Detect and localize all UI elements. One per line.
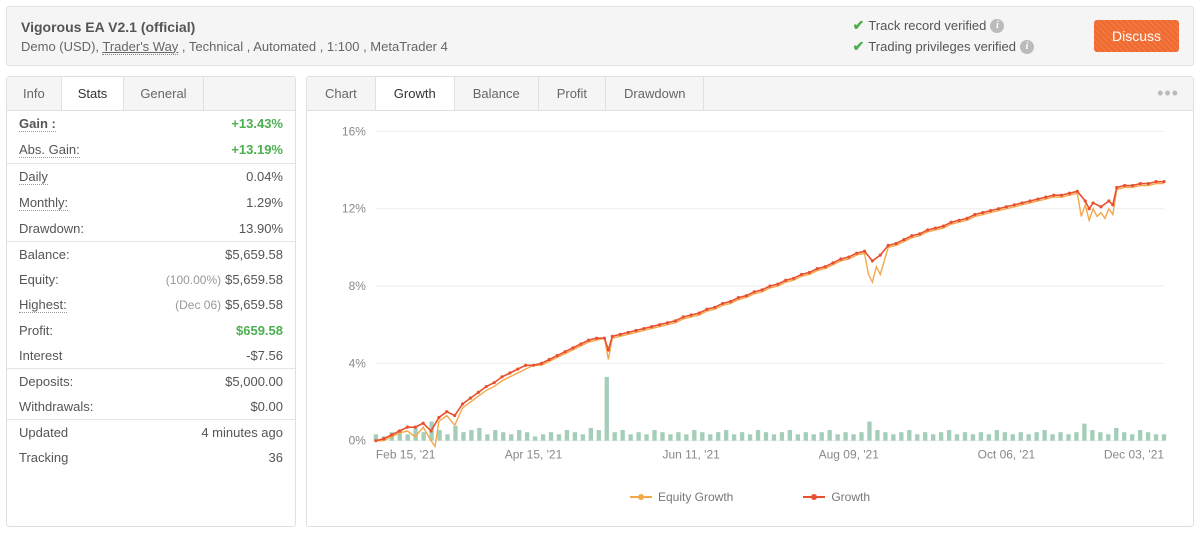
drawdown-value: 13.90%: [239, 221, 283, 236]
svg-text:Apr 15, '21: Apr 15, '21: [505, 448, 563, 462]
info-icon[interactable]: i: [990, 19, 1004, 33]
equity-meta: (100.00%): [166, 273, 221, 287]
tracking-value: 36: [269, 450, 283, 465]
check-icon: ✔: [853, 17, 865, 34]
equity-amount: $5,659.58: [225, 272, 283, 287]
drawdown-label: Drawdown:: [19, 221, 84, 236]
legend-line-icon: [630, 496, 652, 498]
legend-line-icon: [803, 496, 825, 498]
discuss-button[interactable]: Discuss: [1094, 20, 1179, 52]
legend-growth: Growth: [803, 490, 870, 504]
gain-value: +13.43%: [231, 116, 283, 132]
abs-gain-label: Abs. Gain:: [19, 142, 80, 158]
check-icon: ✔: [853, 38, 865, 55]
tab-growth[interactable]: Growth: [376, 77, 455, 110]
daily-label: Daily: [19, 169, 48, 185]
highest-meta: (Dec 06): [175, 298, 221, 312]
chart-legend: Equity Growth Growth: [321, 484, 1179, 516]
updated-label: Updated: [19, 425, 68, 440]
trading-privileges-verified: ✔ Trading privileges verified i: [853, 38, 1034, 55]
gain-label: Gain :: [19, 116, 56, 132]
legend-growth-label: Growth: [831, 490, 870, 504]
interest-value: -$7.56: [246, 348, 283, 363]
svg-text:Jun 11, '21: Jun 11, '21: [662, 448, 720, 462]
equity-label: Equity:: [19, 272, 59, 287]
withdrawals-label: Withdrawals:: [19, 399, 93, 414]
account-subtitle: Demo (USD), Trader's Way , Technical , A…: [21, 39, 853, 54]
tab-info[interactable]: Info: [7, 77, 62, 110]
daily-value: 0.04%: [246, 169, 283, 185]
broker-link[interactable]: Trader's Way: [102, 39, 178, 55]
tab-drawdown[interactable]: Drawdown: [606, 77, 704, 110]
tab-general[interactable]: General: [124, 77, 203, 110]
svg-text:Dec 03, '21: Dec 03, '21: [1104, 448, 1165, 462]
svg-text:Oct 06, '21: Oct 06, '21: [978, 448, 1036, 462]
balance-label: Balance:: [19, 247, 70, 262]
profit-label: Profit:: [19, 323, 53, 338]
verified-label-2: Trading privileges verified: [868, 39, 1016, 54]
account-type: Demo (USD),: [21, 39, 102, 54]
profit-value: $659.58: [236, 323, 283, 338]
balance-value: $5,659.58: [225, 247, 283, 262]
chart-panel: Chart Growth Balance Profit Drawdown •••…: [306, 76, 1194, 527]
track-record-verified: ✔ Track record verified i: [853, 17, 1034, 34]
svg-text:16%: 16%: [342, 124, 366, 138]
deposits-label: Deposits:: [19, 374, 73, 389]
tracking-label: Tracking: [19, 450, 68, 465]
account-header: Vigorous EA V2.1 (official) Demo (USD), …: [6, 6, 1194, 66]
verified-label-1: Track record verified: [868, 18, 986, 33]
interest-label: Interest: [19, 348, 62, 363]
info-icon[interactable]: i: [1020, 40, 1034, 54]
equity-value: (100.00%) $5,659.58: [166, 272, 283, 287]
tab-chart[interactable]: Chart: [307, 77, 376, 110]
legend-equity: Equity Growth: [630, 490, 733, 504]
account-meta: , Technical , Automated , 1:100 , MetaTr…: [178, 39, 448, 54]
svg-text:Feb 15, '21: Feb 15, '21: [376, 448, 436, 462]
legend-equity-label: Equity Growth: [658, 490, 733, 504]
account-title: Vigorous EA V2.1 (official): [21, 19, 853, 35]
updated-value: 4 minutes ago: [201, 425, 283, 440]
svg-text:8%: 8%: [349, 279, 367, 293]
svg-text:0%: 0%: [349, 434, 367, 448]
highest-value: (Dec 06) $5,659.58: [175, 297, 283, 313]
tab-stats[interactable]: Stats: [62, 77, 125, 110]
growth-chart: 0% 4% 8% 12% 16% Feb 15, '21 Apr 15, '21 Jun 11…: [321, 121, 1179, 481]
tab-balance[interactable]: Balance: [455, 77, 539, 110]
withdrawals-value: $0.00: [250, 399, 283, 414]
tab-profit[interactable]: Profit: [539, 77, 606, 110]
highest-label: Highest:: [19, 297, 67, 313]
monthly-label: Monthly:: [19, 195, 68, 211]
highest-amount: $5,659.58: [225, 297, 283, 312]
abs-gain-value: +13.19%: [231, 142, 283, 158]
svg-text:Aug 09, '21: Aug 09, '21: [819, 448, 880, 462]
svg-text:4%: 4%: [349, 356, 367, 370]
deposits-value: $5,000.00: [225, 374, 283, 389]
chart-more-icon[interactable]: •••: [1143, 83, 1193, 104]
svg-text:12%: 12%: [342, 202, 366, 216]
monthly-value: 1.29%: [246, 195, 283, 211]
stats-panel: Info Stats General Gain : +13.43% Abs. Ga…: [6, 76, 296, 527]
